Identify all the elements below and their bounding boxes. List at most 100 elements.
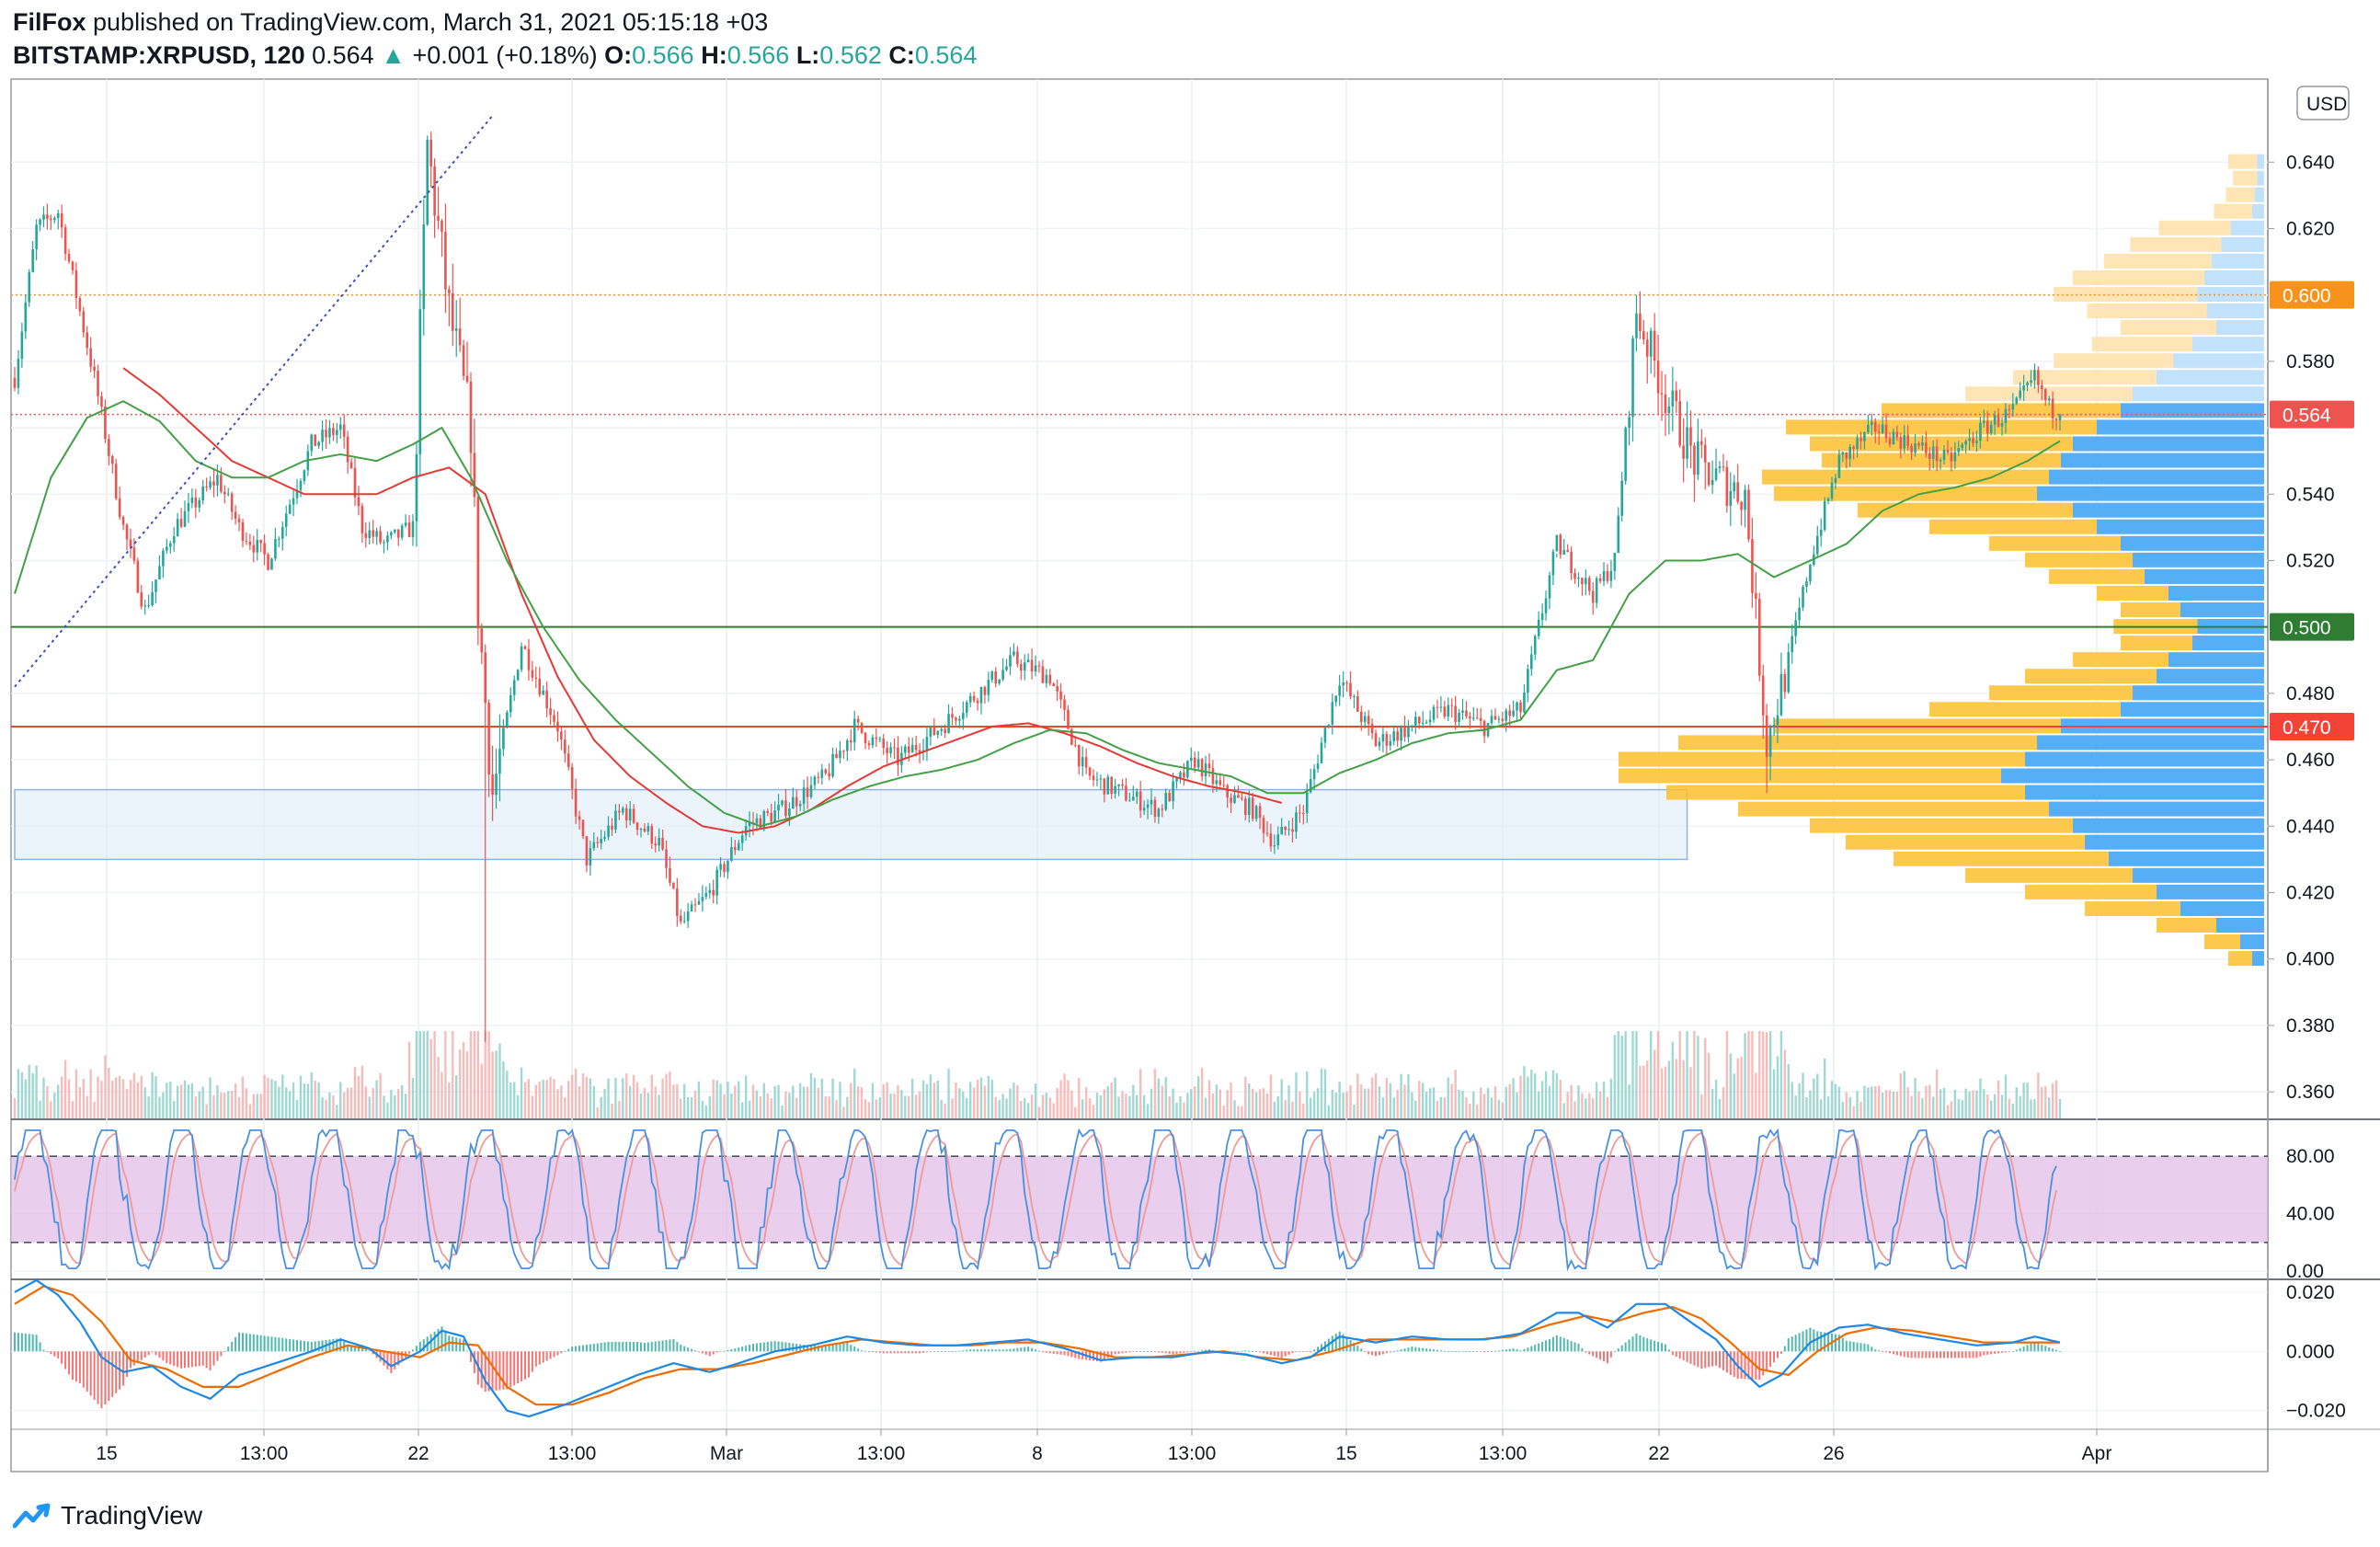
volume-bar <box>680 1098 682 1118</box>
macd-histogram-bar <box>350 1346 353 1352</box>
currency-label[interactable]: USD <box>2306 94 2347 115</box>
candle-up <box>2019 390 2022 398</box>
candle-down <box>491 774 494 796</box>
macd-histogram-bar <box>281 1337 284 1352</box>
volume-bar <box>1660 1068 1664 1118</box>
macd-histogram-bar <box>78 1351 81 1384</box>
volume-bar <box>1758 1031 1761 1118</box>
macd-histogram-bar <box>1255 1351 1258 1353</box>
volume-bar <box>1979 1078 1982 1118</box>
volume-bar <box>426 1031 429 1118</box>
macd-histogram-bar <box>1791 1336 1793 1352</box>
volume-bar <box>1132 1084 1135 1118</box>
price-tick-label: 0.580 <box>2286 351 2335 372</box>
candle-down <box>1997 415 2000 427</box>
candle-down <box>1751 539 1754 593</box>
publisher-name[interactable]: FilFox <box>13 8 86 36</box>
candle-up <box>2033 370 2036 381</box>
candle-down <box>1370 724 1374 734</box>
macd-histogram-bar <box>100 1351 103 1409</box>
volume-bar <box>176 1085 179 1118</box>
candle-down <box>643 828 646 831</box>
volume-profile-up-bar <box>2054 353 2174 369</box>
volume-bar <box>933 1083 936 1118</box>
macd-histogram-bar <box>864 1350 867 1352</box>
macd-histogram-bar <box>1110 1351 1113 1357</box>
candle-up <box>1733 482 1736 491</box>
close-value: 0.564 <box>914 41 978 69</box>
volume-profile <box>1619 154 2264 967</box>
symbol-name[interactable]: BITSTAMP:XRPUSD <box>13 41 250 69</box>
candle-down <box>234 511 237 519</box>
price-axis[interactable]: 0.6400.6200.6000.5800.5640.5400.5200.500… <box>2268 86 2354 1422</box>
candle-up <box>1081 757 1084 767</box>
volume-bar <box>1183 1102 1185 1118</box>
candle-down <box>1103 778 1106 795</box>
volume-bar <box>1516 1092 1518 1118</box>
macd-histogram-bar <box>1295 1351 1298 1353</box>
candle-up <box>1791 636 1794 653</box>
macd-histogram-bar <box>82 1351 85 1388</box>
candle-down <box>531 670 534 678</box>
candle-up <box>190 497 194 504</box>
macd-histogram-bar <box>437 1329 440 1352</box>
candle-down <box>82 311 86 333</box>
macd-histogram-bar <box>1661 1343 1664 1352</box>
volume-bars <box>13 1031 2062 1118</box>
macd-histogram-bar <box>1983 1351 1985 1356</box>
volume-bar <box>1099 1094 1103 1118</box>
macd-histogram-bar <box>303 1340 305 1352</box>
candle-up <box>1609 570 1613 581</box>
macd-histogram-bar <box>925 1351 928 1353</box>
volume-bar <box>1334 1093 1337 1118</box>
macd-histogram-bar <box>1331 1335 1333 1352</box>
candle-down <box>1725 466 1729 506</box>
macd-histogram-bar <box>1074 1351 1077 1358</box>
volume-bar <box>78 1086 82 1118</box>
candle-down <box>1070 728 1073 745</box>
macd-histogram-bar <box>1747 1351 1750 1380</box>
volume-profile-down-bar <box>2211 253 2264 269</box>
macd-histogram-bar <box>506 1351 509 1390</box>
macd-histogram-bar <box>524 1351 527 1380</box>
macd-histogram-bar <box>267 1335 269 1352</box>
candle-down <box>553 715 555 722</box>
volume-bar <box>1458 1089 1460 1118</box>
volume-bar <box>1859 1101 1862 1118</box>
volume-bar <box>415 1031 418 1118</box>
macd-histogram-bar <box>1099 1351 1102 1362</box>
macd-histogram-bar <box>1827 1333 1830 1352</box>
candle-up <box>1172 781 1174 802</box>
volume-bar <box>205 1104 208 1118</box>
macd-histogram-bar <box>654 1341 657 1352</box>
volume-bar <box>390 1089 393 1118</box>
candle-up <box>940 728 943 731</box>
macd-histogram-bar <box>1899 1351 1902 1357</box>
volume-bar <box>2011 1103 2015 1118</box>
candle-down <box>693 904 697 906</box>
candle-down <box>1168 793 1171 802</box>
candle-up <box>1628 417 1631 429</box>
volume-bar <box>534 1084 538 1118</box>
volume-bar <box>802 1086 806 1118</box>
volume-bar <box>1613 1035 1617 1118</box>
brand-name[interactable]: TradingView <box>61 1501 203 1530</box>
volume-bar <box>1432 1087 1436 1118</box>
volume-bar <box>955 1083 957 1118</box>
volume-bar <box>1316 1088 1320 1118</box>
candle-down <box>1237 795 1240 798</box>
currency-badge[interactable] <box>2296 86 2350 120</box>
volume-bar <box>538 1082 541 1118</box>
candle-up <box>1353 696 1356 698</box>
macd-histogram-bar <box>1939 1351 1942 1358</box>
macd-histogram-bar <box>1606 1351 1608 1364</box>
macd-histogram-bar <box>1392 1351 1395 1353</box>
volume-bar <box>886 1082 888 1118</box>
macd-histogram-bar <box>1345 1336 1348 1352</box>
candle-down <box>1985 420 1989 434</box>
volume-bar <box>976 1079 979 1118</box>
macd-histogram-bar <box>1599 1351 1602 1360</box>
volume-bar <box>252 1094 255 1118</box>
time-axis[interactable]: 15 13:00 22 13:00 Mar 13:00 8 13:00 15 13:00 22 26 A… <box>96 1429 2111 1464</box>
